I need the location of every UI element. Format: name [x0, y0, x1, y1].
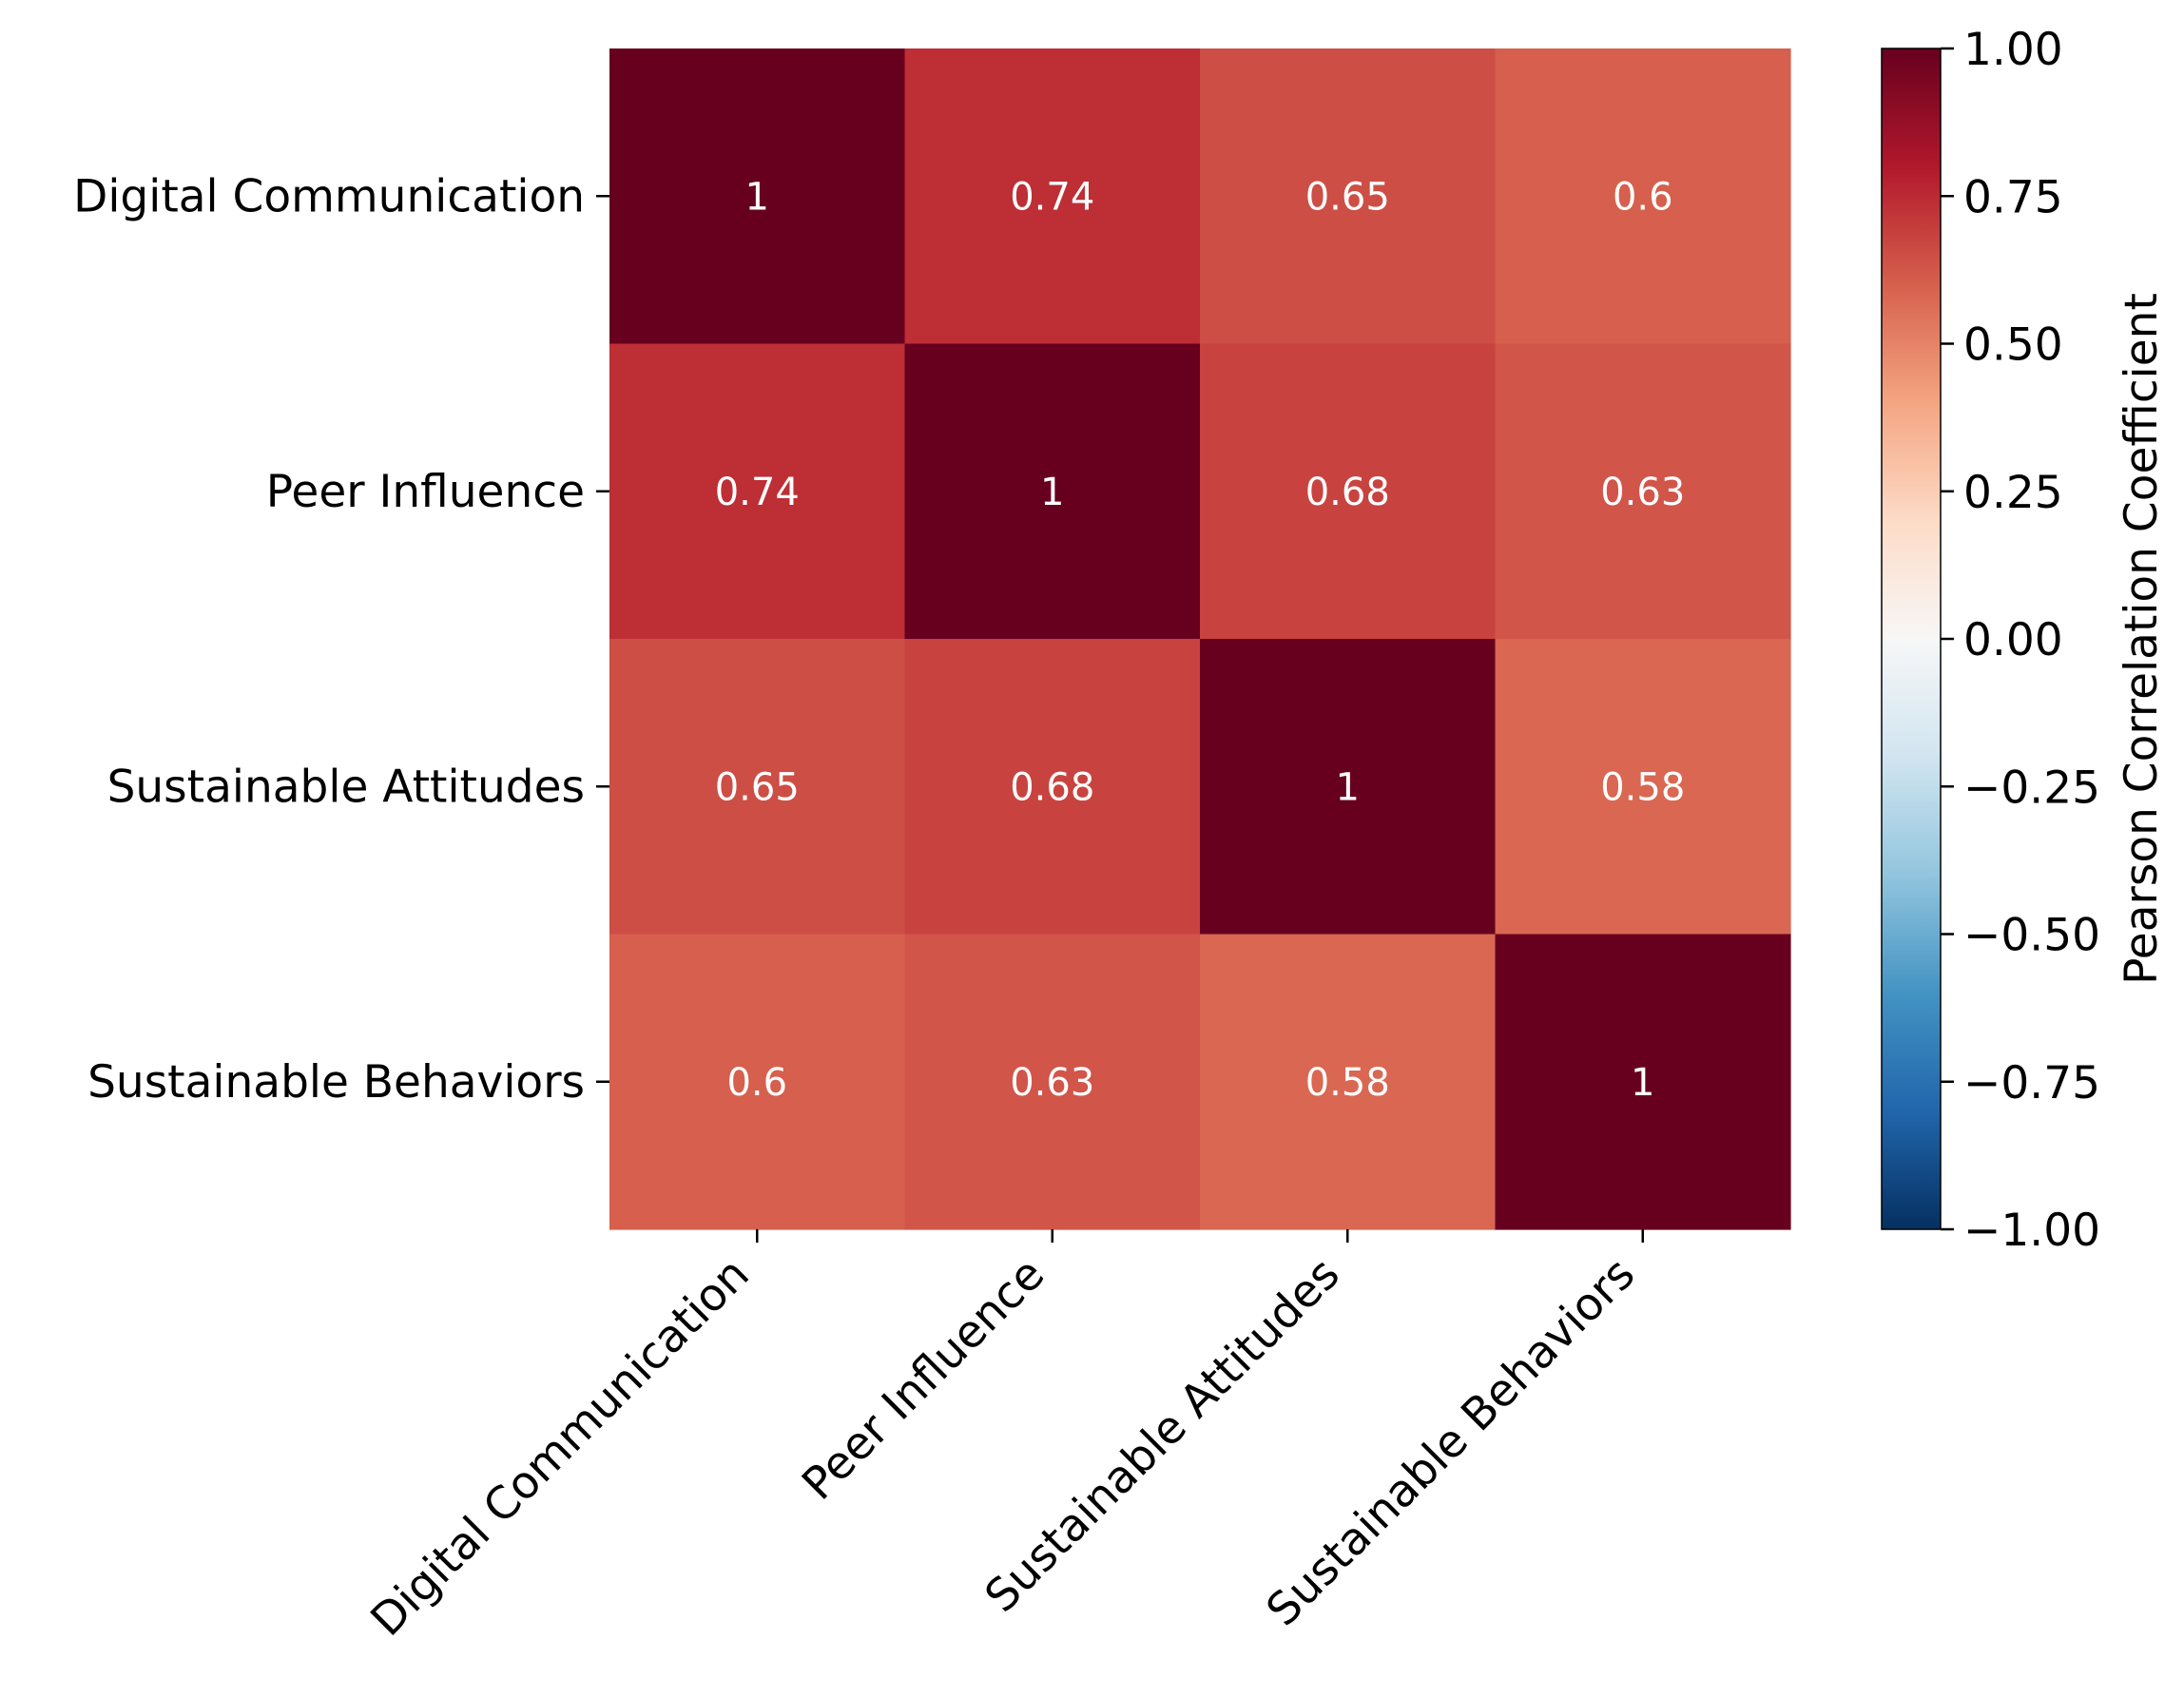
heatmap-cell-3-2 [1200, 934, 1497, 1230]
colorbar-title: Pearson Correlation Coefficient [2116, 293, 2168, 985]
colorbar-tick-label: 0.25 [1963, 467, 2063, 519]
heatmap-annotations: 1 0.74 0.65 0.6 0.74 1 0.68 0.63 0.65 0.68 1 0.58 0.… [715, 175, 1686, 1105]
heatmap-cell-2-1 [904, 639, 1201, 936]
heatmap-cell-1-0 [609, 343, 906, 640]
colorbar-tick-label: −0.75 [1963, 1057, 2100, 1109]
cell-value-label: 0.58 [1600, 765, 1685, 809]
cell-value-label: 0.68 [1305, 471, 1390, 514]
colorbar-tick-label: 0.75 [1963, 171, 2063, 223]
x-tick-label: Digital Communication [361, 1248, 760, 1647]
colorbar-tick-label: −0.50 [1963, 910, 2100, 962]
cell-value-label: 1 [1631, 1061, 1654, 1105]
cell-value-label: 0.58 [1305, 1061, 1390, 1105]
cell-value-label: 0.63 [1010, 1061, 1094, 1105]
cell-value-label: 0.63 [1600, 471, 1685, 514]
y-tick-label: Peer Influence [266, 466, 585, 518]
heatmap-cell-2-2 [1200, 639, 1497, 936]
heatmap-cell-2-3 [1495, 639, 1791, 936]
colorbar-tick-label: 0.50 [1963, 319, 2063, 372]
cell-value-label: 0.74 [715, 471, 800, 514]
heatmap-cell-3-1 [904, 934, 1201, 1230]
heatmap-cell-0-2 [1200, 48, 1497, 345]
heatmap-cell-0-3 [1495, 48, 1791, 345]
colorbar-tick-label: 1.00 [1963, 24, 2063, 76]
heatmap-cells [609, 48, 1791, 1230]
y-axis: Digital Communication Peer Influence Susta… [73, 170, 609, 1109]
cell-value-label: 1 [1336, 765, 1360, 809]
y-tick-label: Sustainable Behaviors [87, 1056, 585, 1109]
heatmap-cell-1-3 [1495, 343, 1791, 640]
y-tick-label: Sustainable Attitudes [107, 761, 585, 813]
heatmap-cell-0-0 [609, 48, 906, 345]
heatmap-cell-1-1 [904, 343, 1201, 640]
cell-value-label: 0.65 [715, 765, 800, 809]
cell-value-label: 0.74 [1010, 175, 1094, 219]
colorbar: 1.00 0.75 0.50 0.25 0.00 −0.25 −0.50 −0.75 −1.00… [1881, 24, 2168, 1257]
cell-value-label: 0.68 [1010, 765, 1094, 809]
heatmap-cell-0-1 [904, 48, 1201, 345]
y-tick-label: Digital Communication [73, 170, 585, 222]
colorbar-tick-label: 0.00 [1963, 614, 2063, 666]
x-tick-label: Peer Influence [792, 1248, 1054, 1511]
cell-value-label: 1 [745, 175, 769, 219]
cell-value-label: 0.6 [726, 1061, 787, 1105]
cell-value-label: 0.65 [1305, 175, 1390, 219]
colorbar-tick-label: −0.25 [1963, 762, 2100, 814]
heatmap-cell-1-2 [1200, 343, 1497, 640]
heatmap-cell-3-3 [1495, 934, 1791, 1230]
heatmap-cell-3-0 [609, 934, 906, 1230]
heatmap-cell-2-0 [609, 639, 906, 936]
cell-value-label: 0.6 [1613, 175, 1673, 219]
colorbar-gradient [1881, 48, 1942, 1230]
x-axis: Digital Communication Peer InfluenceSusta… [361, 1229, 1645, 1647]
cell-value-label: 1 [1040, 471, 1064, 514]
colorbar-tick-label: −1.00 [1963, 1205, 2100, 1257]
